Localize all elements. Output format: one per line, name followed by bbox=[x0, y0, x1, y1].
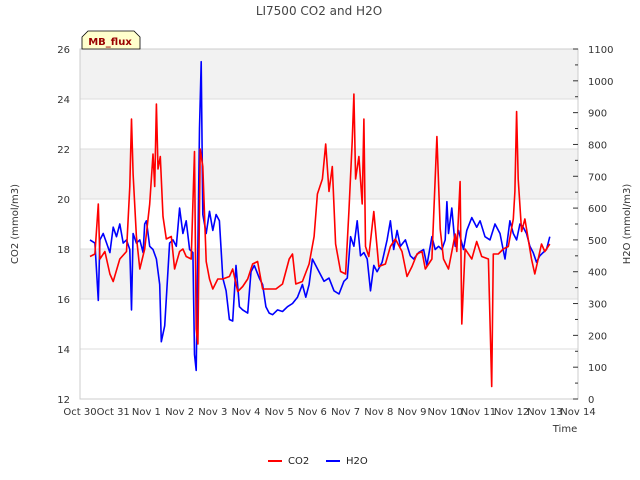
x-tick-label-3: Nov 2 bbox=[165, 407, 194, 418]
x-tick-label-14: Nov 13 bbox=[527, 407, 562, 418]
right-axis-ticks: 0 100 200 300 400 500 600 700 800 900 1000 1100 bbox=[573, 45, 613, 406]
x-tick-label-8: Nov 7 bbox=[331, 407, 360, 418]
x-tick-label-15: Nov 14 bbox=[560, 407, 595, 418]
left-tick-label-2: 16 bbox=[57, 295, 70, 306]
left-tick-label-4: 20 bbox=[57, 195, 70, 206]
left-tick-label-1: 14 bbox=[57, 345, 70, 356]
background-band-2 bbox=[80, 49, 578, 99]
right-tick-label-9: 900 bbox=[588, 109, 607, 120]
series-line-co2 bbox=[89, 93, 551, 388]
mb-flux-badge: MB_flux bbox=[81, 30, 141, 50]
x-tick-label-5: Nov 4 bbox=[231, 407, 260, 418]
background-bands bbox=[80, 49, 578, 299]
right-tick-label-1: 100 bbox=[588, 363, 607, 374]
right-tick-label-10: 1000 bbox=[588, 77, 613, 88]
left-tick-label-0: 12 bbox=[57, 395, 70, 406]
background-band-0 bbox=[80, 249, 578, 299]
right-tick-label-4: 400 bbox=[588, 268, 607, 279]
x-tick-label-10: Nov 9 bbox=[397, 407, 426, 418]
legend-label-co2: CO2 bbox=[288, 456, 309, 467]
x-tick-label-11: Nov 10 bbox=[427, 407, 462, 418]
left-tick-label-3: 18 bbox=[57, 245, 70, 256]
right-tick-label-6: 600 bbox=[588, 204, 607, 215]
x-axis-ticks: Oct 30 Oct 31 Nov 1 Nov 2 Nov 3 Nov 4 Nov 5 Nov… bbox=[63, 407, 595, 418]
left-axis-title: CO2 (mmol/m3) bbox=[10, 184, 21, 264]
x-tick-label-0: Oct 30 bbox=[63, 407, 96, 418]
x-tick-label-7: Nov 6 bbox=[298, 407, 327, 418]
legend-label-h2o: H2O bbox=[346, 456, 368, 467]
left-tick-label-7: 26 bbox=[57, 45, 70, 56]
right-tick-label-3: 300 bbox=[588, 300, 607, 311]
series-layer bbox=[89, 60, 551, 388]
chart-title: LI7500 CO2 and H2O bbox=[256, 4, 382, 18]
right-tick-label-11: 1100 bbox=[588, 45, 613, 56]
right-tick-label-5: 500 bbox=[588, 236, 607, 247]
right-axis-title: H2O (mmol/m3) bbox=[622, 184, 633, 265]
x-tick-label-13: Nov 12 bbox=[494, 407, 529, 418]
x-axis-title: Time bbox=[552, 424, 577, 435]
gridlines bbox=[80, 48, 578, 400]
legend: CO2 H2O bbox=[268, 456, 368, 467]
left-axis-ticks: 12 14 16 18 20 22 24 26 bbox=[57, 45, 70, 406]
x-tick-label-9: Nov 8 bbox=[364, 407, 393, 418]
x-tick-label-1: Oct 31 bbox=[97, 407, 130, 418]
x-tick-label-2: Nov 1 bbox=[132, 407, 161, 418]
left-tick-label-6: 24 bbox=[57, 95, 70, 106]
right-tick-label-2: 200 bbox=[588, 331, 607, 342]
right-tick-label-7: 700 bbox=[588, 172, 607, 183]
badge-label: MB_flux bbox=[88, 37, 132, 48]
x-tick-label-4: Nov 3 bbox=[198, 407, 227, 418]
badge-background bbox=[81, 30, 141, 50]
series-line-h2o bbox=[89, 60, 551, 372]
x-tick-label-12: Nov 11 bbox=[461, 407, 496, 418]
plot-area-frame bbox=[79, 48, 579, 400]
right-tick-label-8: 800 bbox=[588, 140, 607, 151]
left-tick-label-5: 22 bbox=[57, 145, 70, 156]
x-tick-label-6: Nov 5 bbox=[265, 407, 294, 418]
right-tick-label-0: 0 bbox=[588, 395, 594, 406]
